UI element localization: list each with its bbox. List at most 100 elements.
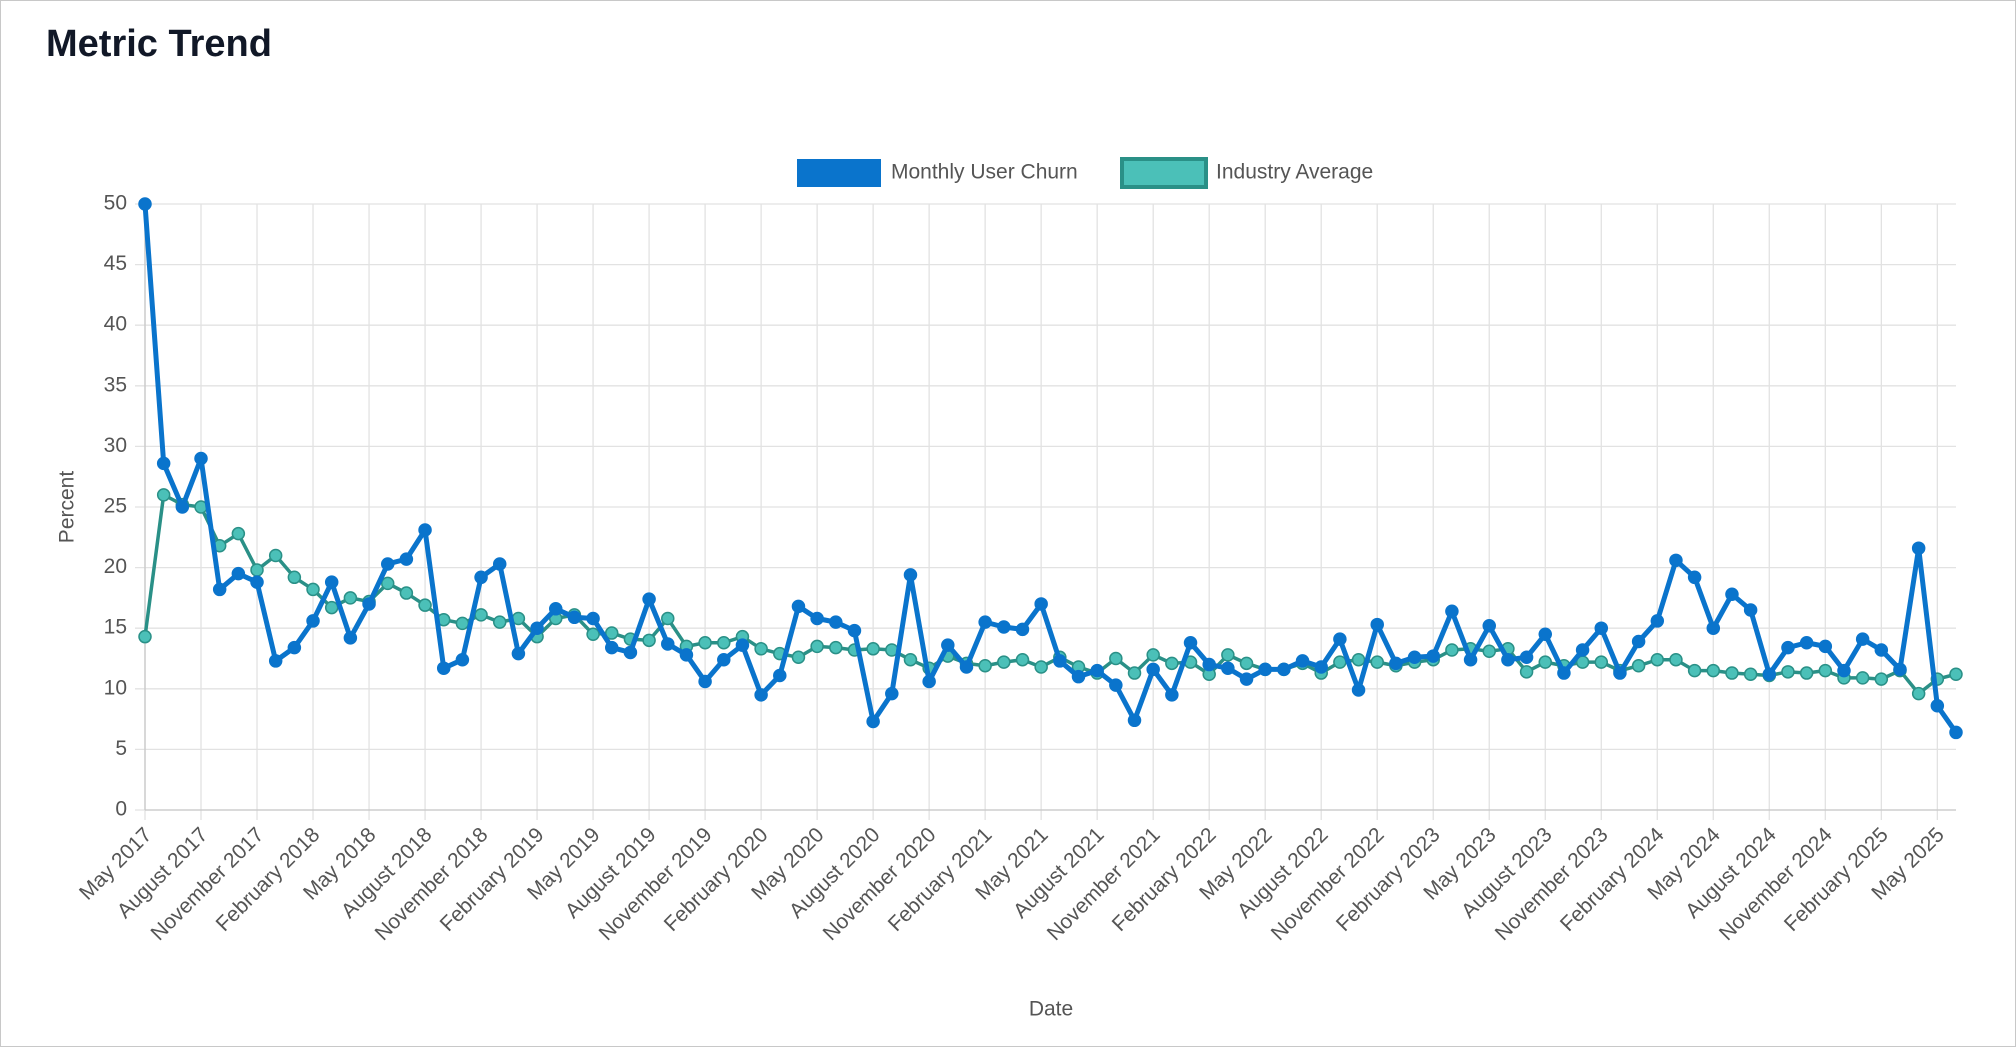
data-point [380, 576, 395, 591]
data-point [679, 648, 694, 662]
data-point [791, 599, 806, 614]
data-point [903, 568, 918, 582]
data-point [306, 614, 320, 628]
data-point [1333, 655, 1347, 669]
data-point [754, 688, 768, 702]
data-point [642, 633, 656, 648]
data-point [548, 602, 563, 616]
y-tick-label: 35 [104, 373, 127, 396]
data-point [810, 639, 824, 654]
data-point [1781, 665, 1795, 679]
data-point [1090, 663, 1104, 678]
y-axis-label: Percent [56, 471, 79, 544]
data-point [605, 640, 619, 655]
data-point [1631, 659, 1646, 673]
data-point [194, 451, 208, 466]
data-point [978, 615, 992, 629]
data-point [324, 575, 339, 589]
data-point [287, 640, 302, 655]
data-point [1743, 603, 1758, 617]
data-point [1911, 541, 1926, 555]
data-point [1034, 597, 1048, 611]
x-axis-label: Date [1029, 998, 1073, 1021]
data-point [810, 611, 824, 626]
data-point [586, 611, 600, 626]
data-point [1277, 662, 1291, 677]
data-point [885, 686, 899, 701]
chart-title: Metric Trend [46, 23, 272, 65]
data-point [1725, 666, 1739, 680]
y-tick-label: 30 [104, 434, 127, 457]
data-point [492, 557, 507, 571]
data-point [1538, 655, 1553, 669]
data-point [661, 611, 675, 626]
data-point [492, 615, 507, 629]
data-point [1295, 654, 1310, 668]
data-point [1389, 656, 1403, 671]
data-point [324, 600, 339, 615]
data-point [418, 598, 432, 612]
data-point [1594, 621, 1609, 635]
data-point [138, 197, 152, 211]
data-point [530, 621, 544, 635]
data-point [1669, 652, 1683, 667]
data-point [306, 582, 320, 597]
data-point [735, 638, 750, 652]
data-point [268, 548, 283, 563]
data-point [1445, 604, 1459, 618]
data-point [1743, 667, 1758, 682]
data-point [773, 668, 787, 683]
data-point [1127, 713, 1142, 728]
y-tick-label: 10 [104, 676, 127, 699]
data-point [1650, 614, 1665, 628]
data-point [343, 631, 358, 645]
data-point [474, 608, 488, 622]
legend-label: Industry Average [1216, 161, 1373, 184]
data-point [1463, 652, 1478, 667]
data-point [399, 586, 414, 600]
data-point [642, 592, 656, 606]
data-point [1370, 655, 1384, 669]
data-point [231, 526, 246, 541]
data-point [1165, 656, 1179, 671]
data-point [436, 661, 451, 675]
data-point [1239, 656, 1254, 671]
data-point [287, 570, 302, 585]
data-point [1725, 587, 1739, 602]
data-point [586, 627, 600, 642]
data-point [1949, 667, 1963, 682]
data-point [1519, 665, 1534, 679]
data-point [791, 650, 806, 665]
data-point [661, 637, 675, 651]
data-point [1015, 622, 1030, 637]
data-point [1930, 699, 1945, 713]
data-point [1874, 643, 1889, 657]
data-point [1109, 678, 1123, 692]
data-point [231, 566, 246, 581]
data-point [866, 642, 880, 656]
data-point [1650, 652, 1665, 667]
y-tick-label: 15 [104, 616, 127, 639]
data-point [1015, 652, 1030, 667]
y-tick-label: 45 [104, 252, 127, 275]
data-point [978, 659, 992, 673]
data-point [1407, 650, 1422, 665]
data-point [1426, 649, 1440, 663]
data-point [1258, 662, 1272, 677]
legend-swatch [1120, 157, 1208, 189]
data-point [418, 523, 432, 537]
data-point [250, 575, 264, 589]
data-point [1687, 570, 1702, 585]
data-point [1762, 667, 1777, 682]
data-point [717, 635, 731, 650]
data-point [1053, 654, 1067, 668]
data-point [1818, 639, 1833, 654]
data-point [997, 620, 1011, 634]
data-point [1855, 632, 1870, 646]
data-point [941, 638, 955, 652]
data-point [1482, 644, 1496, 658]
data-point [1109, 651, 1123, 666]
data-point [717, 652, 731, 667]
data-point [399, 552, 414, 566]
